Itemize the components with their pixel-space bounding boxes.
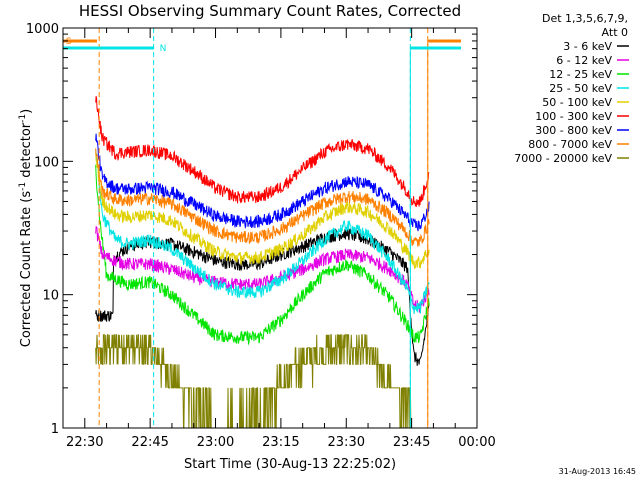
legend-entry-label: 100 - 300 keV (535, 110, 612, 123)
series-line-3 (95, 149, 430, 315)
series-line-5 (95, 95, 430, 207)
x-axis-label: Start Time (30-Aug-13 22:25:02) (184, 457, 396, 472)
x-tick-label: 22:30 (66, 435, 103, 450)
legend-entry-label: 6 - 12 keV (556, 54, 612, 67)
series-line-6 (95, 133, 430, 232)
legend-entry-label: 300 - 800 keV (535, 124, 612, 137)
plot-frame (62, 27, 478, 429)
legend-entry-label: 50 - 100 keV (542, 96, 612, 109)
plot-area (63, 28, 478, 429)
legend-entry-label: 3 - 6 keV (563, 40, 612, 53)
series-line-2 (95, 164, 430, 346)
legend-entry-label: 12 - 25 keV (549, 68, 612, 81)
legend-entry-label: 25 - 50 keV (549, 82, 612, 95)
y-tick-label: 1000 (26, 22, 59, 37)
legend-entry-label: 7000 - 20000 keV (514, 152, 612, 165)
y-tick-label: 100 (34, 155, 59, 170)
x-tick-label: 23:45 (393, 435, 430, 450)
legend-header-line2: Att 0 (602, 26, 628, 39)
legend-header-line1: Det 1,3,5,6,7,9, (542, 12, 628, 25)
x-tick-label: 00:00 (458, 435, 495, 450)
legend-entry-label: 800 - 7000 keV (528, 138, 612, 151)
x-tick-label: 23:30 (328, 435, 365, 450)
series-line-4 (95, 151, 430, 269)
timestamp: 31-Aug-2013 16:45 (559, 467, 636, 476)
flag-label-s: S (66, 37, 72, 47)
series-line-7 (95, 148, 430, 247)
x-tick-label: 22:45 (131, 435, 168, 450)
chart-title: HESSI Observing Summary Count Rates, Cor… (79, 2, 461, 20)
flag-label-n: N (160, 44, 167, 54)
series-line-8 (95, 334, 430, 429)
y-tick-label: 1 (51, 422, 59, 437)
y-axis-label: Corrected Count Rate (s-1 detector-1) (18, 109, 34, 347)
y-tick-label: 10 (42, 289, 59, 304)
x-tick-label: 23:00 (197, 435, 234, 450)
x-tick-label: 23:15 (262, 435, 299, 450)
